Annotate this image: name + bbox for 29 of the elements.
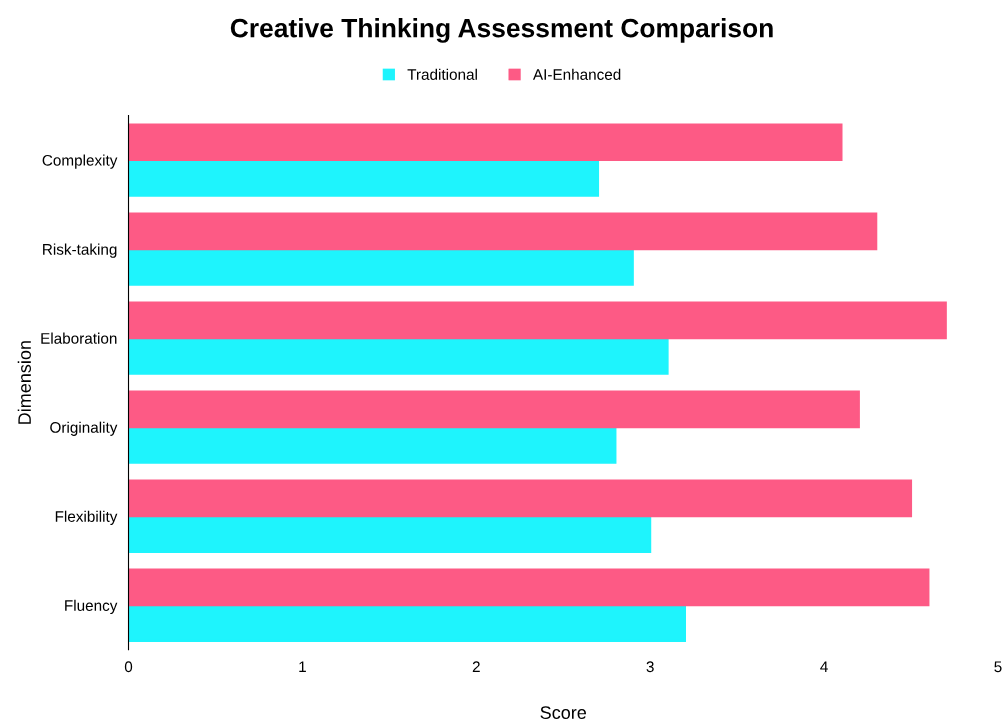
bar — [128, 248, 634, 286]
y-tick-label: Originality — [50, 421, 118, 436]
bar — [128, 390, 860, 429]
y-tick-label: Complexity — [42, 154, 118, 169]
x-tick-label: 2 — [472, 661, 480, 672]
bar — [128, 568, 930, 607]
legend-label: AI-Enhanced — [532, 68, 621, 80]
x-tick-label: 5 — [994, 661, 1002, 673]
y-axis-title: Dimension — [17, 341, 31, 424]
x-axis-title: Score — [540, 706, 587, 719]
bar — [128, 604, 687, 642]
x-tick-label: 3 — [646, 661, 654, 673]
x-tick-label: 0 — [124, 661, 133, 673]
y-tick-label: Flexibility — [55, 510, 118, 525]
chart-title: Creative Thinking Assessment Comparison — [230, 18, 773, 43]
y-tick-label: Risk-taking — [43, 243, 117, 258]
bar — [128, 123, 843, 162]
x-tick-label: 4 — [820, 661, 828, 672]
bar — [128, 479, 913, 518]
y-tick-label: Elaboration — [41, 332, 117, 344]
bar — [128, 212, 878, 251]
bar — [128, 301, 947, 340]
bar — [128, 426, 617, 464]
y-tick-label: Fluency — [65, 599, 118, 614]
bar — [128, 515, 652, 553]
x-tick-label: 1 — [299, 661, 306, 672]
bar — [128, 159, 600, 197]
bar — [128, 337, 669, 375]
legend-label: Traditional — [407, 68, 477, 80]
